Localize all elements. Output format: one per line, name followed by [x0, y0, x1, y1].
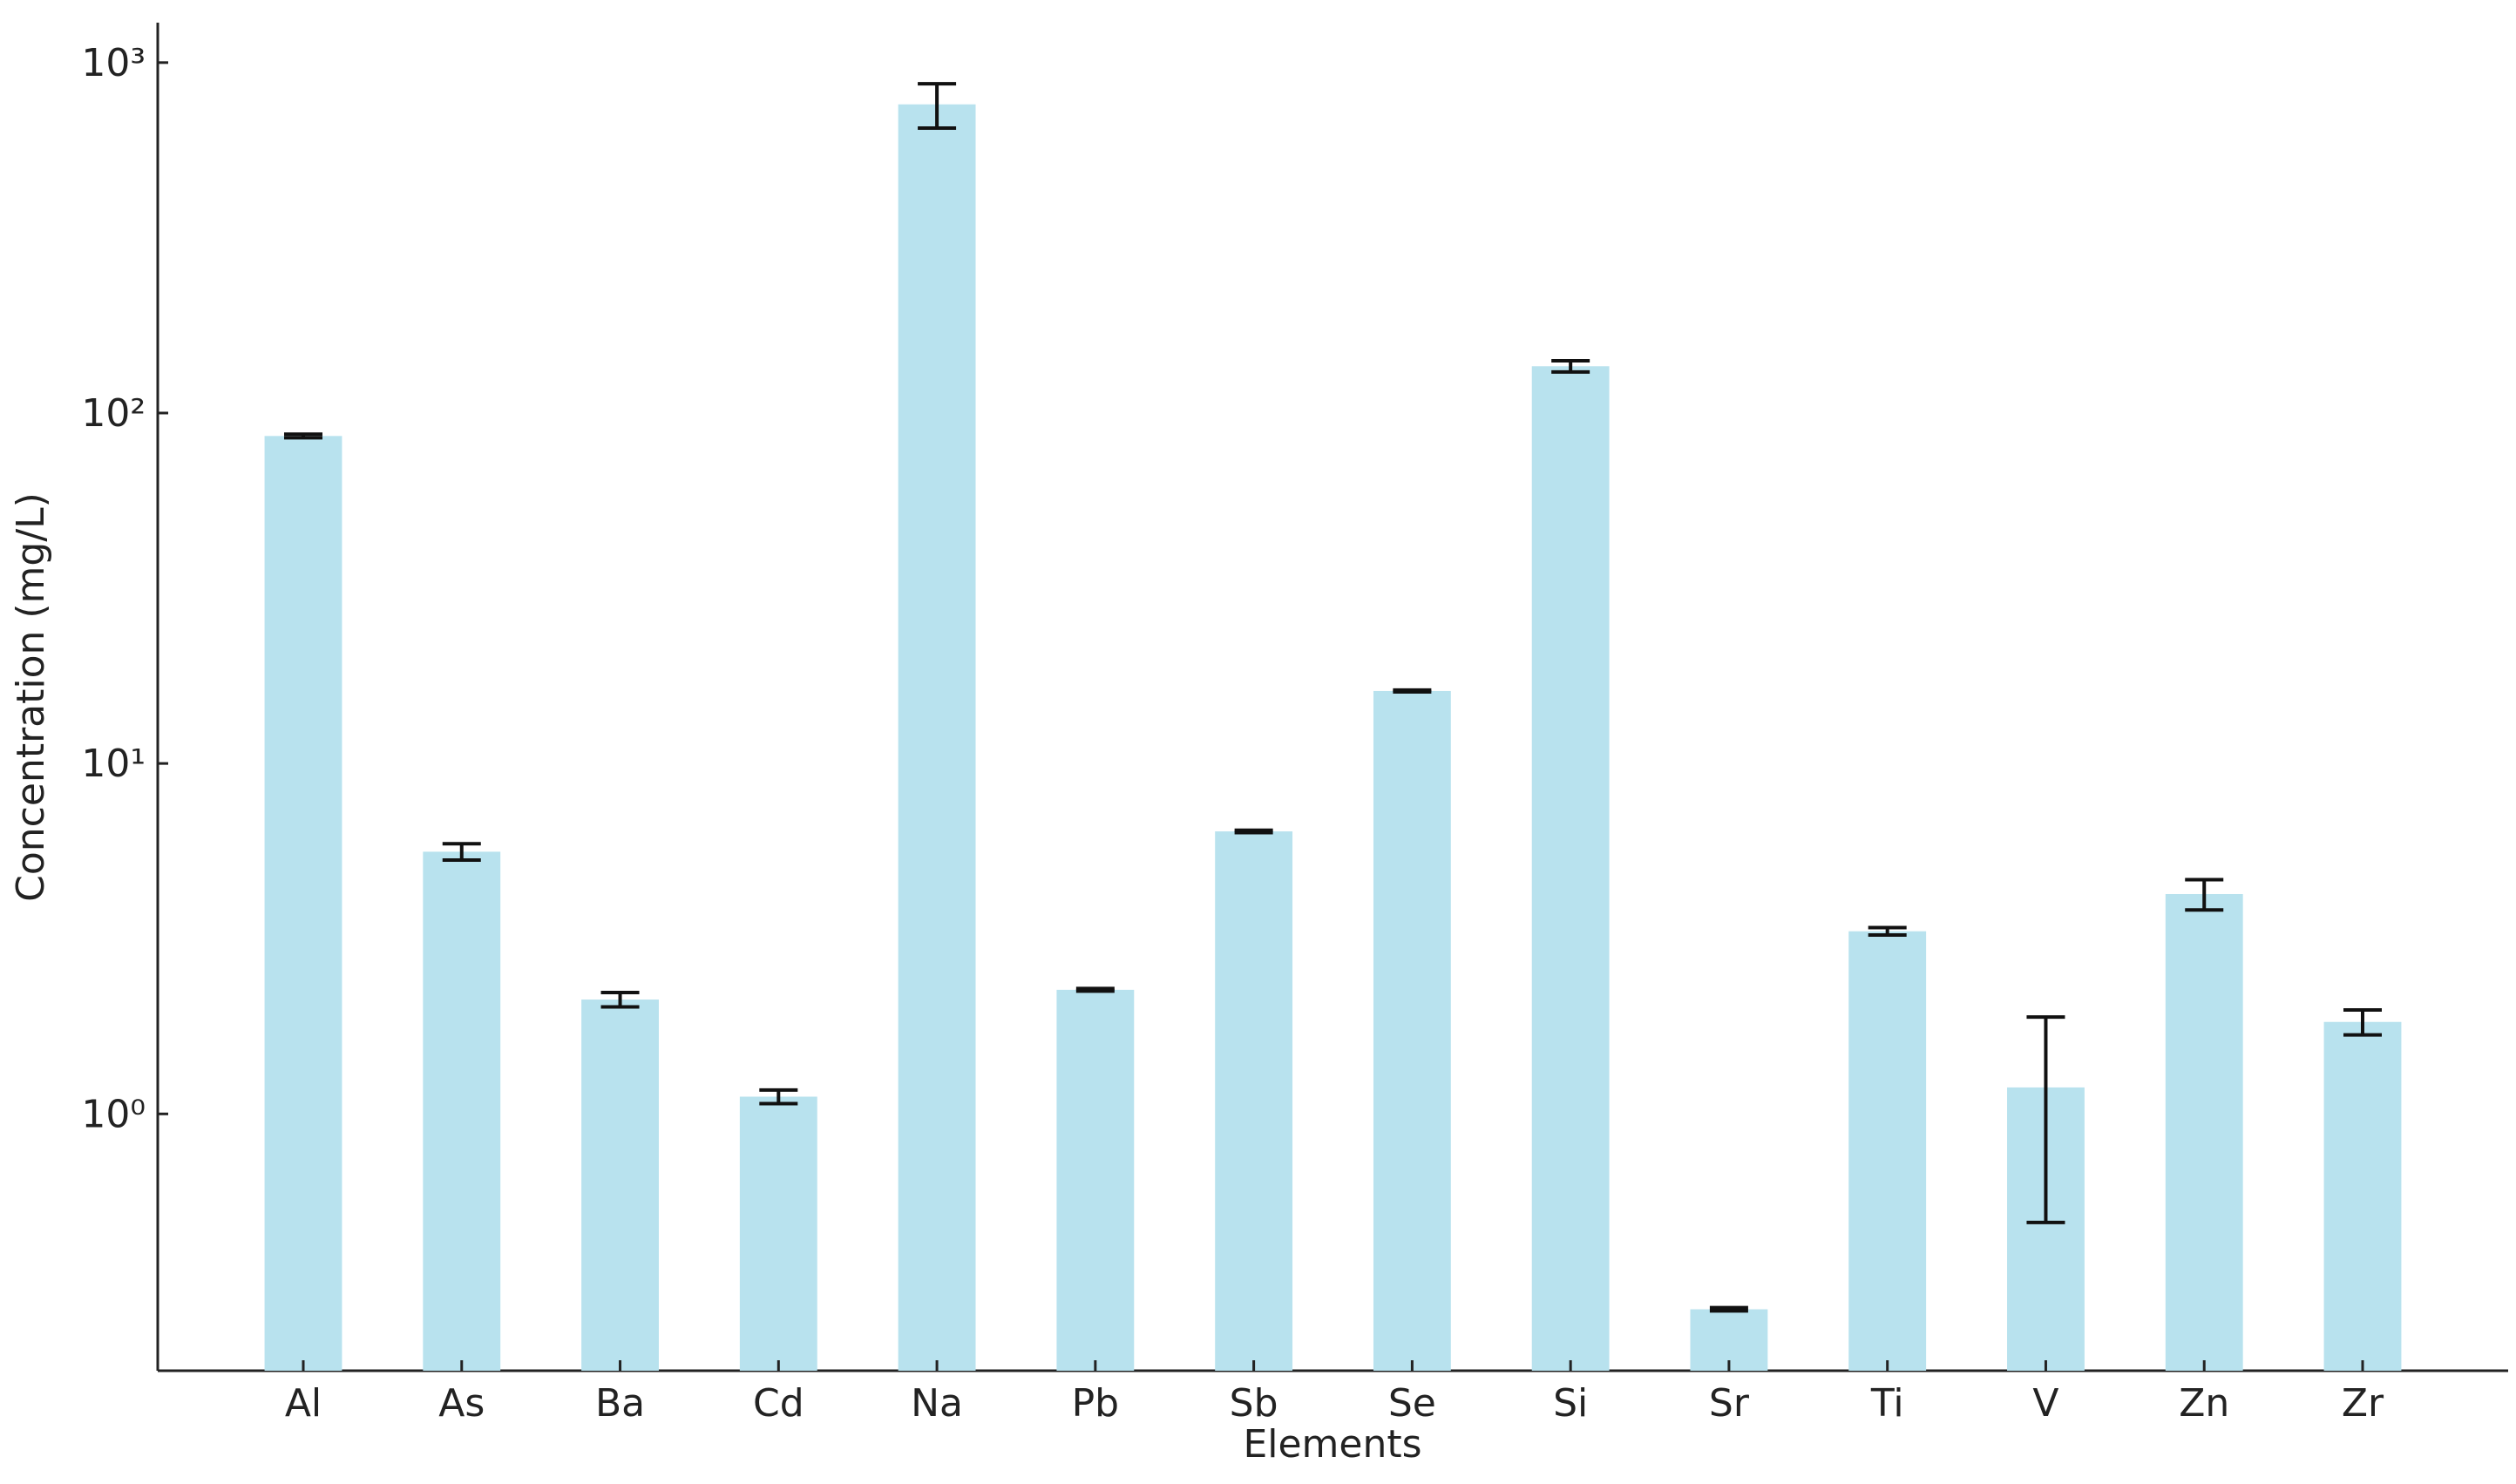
bar — [898, 104, 976, 1371]
error-bar — [2185, 878, 2224, 912]
x-tick-label: Sb — [1230, 1381, 1278, 1426]
error-bar — [1234, 828, 1273, 835]
error-bar — [759, 1088, 798, 1106]
bar — [2323, 1021, 2402, 1371]
bar — [2165, 893, 2243, 1371]
error-bar — [1393, 688, 1432, 695]
bar — [1848, 931, 1927, 1371]
error-bar — [1709, 1305, 1748, 1313]
bar — [423, 851, 501, 1371]
y-tick-label: 10² — [81, 391, 146, 436]
x-tick-label: As — [438, 1381, 485, 1426]
bar — [1373, 690, 1451, 1371]
bar — [581, 999, 659, 1371]
x-axis-label: Elements — [1243, 1422, 1421, 1467]
x-tick-label: Na — [911, 1381, 963, 1426]
bar — [1056, 989, 1135, 1371]
x-tick-label: Cd — [753, 1381, 804, 1426]
x-tick-label: Se — [1388, 1381, 1436, 1426]
y-tick-label: 10¹ — [81, 742, 146, 786]
error-bar — [2026, 1015, 2065, 1224]
x-tick-label: Zr — [2342, 1381, 2384, 1426]
bar — [1531, 366, 1610, 1372]
error-bar — [442, 842, 481, 863]
error-bar — [600, 991, 640, 1009]
bar — [1215, 831, 1293, 1371]
y-tick-label: 10³ — [81, 41, 146, 85]
error-bar — [1551, 358, 1590, 374]
x-tick-label: Zn — [2179, 1381, 2229, 1426]
x-tick-label: V — [2032, 1381, 2058, 1426]
x-tick-label: Pb — [1072, 1381, 1119, 1426]
error-bar — [1868, 925, 1907, 937]
x-tick-label: Ba — [595, 1381, 645, 1426]
y-tick-label: 10⁰ — [81, 1092, 146, 1136]
bar — [739, 1096, 817, 1371]
y-axis-label: Concentration (mg/L) — [9, 492, 53, 902]
x-tick-label: Si — [1553, 1381, 1588, 1426]
x-tick-label: Sr — [1709, 1381, 1750, 1426]
x-tick-label: Ti — [1870, 1381, 1904, 1426]
error-bar — [2343, 1007, 2382, 1037]
error-bar — [918, 82, 957, 131]
x-tick-label: Al — [285, 1381, 322, 1426]
error-bar — [284, 432, 322, 440]
bar — [264, 436, 342, 1372]
error-bar — [1075, 986, 1115, 993]
